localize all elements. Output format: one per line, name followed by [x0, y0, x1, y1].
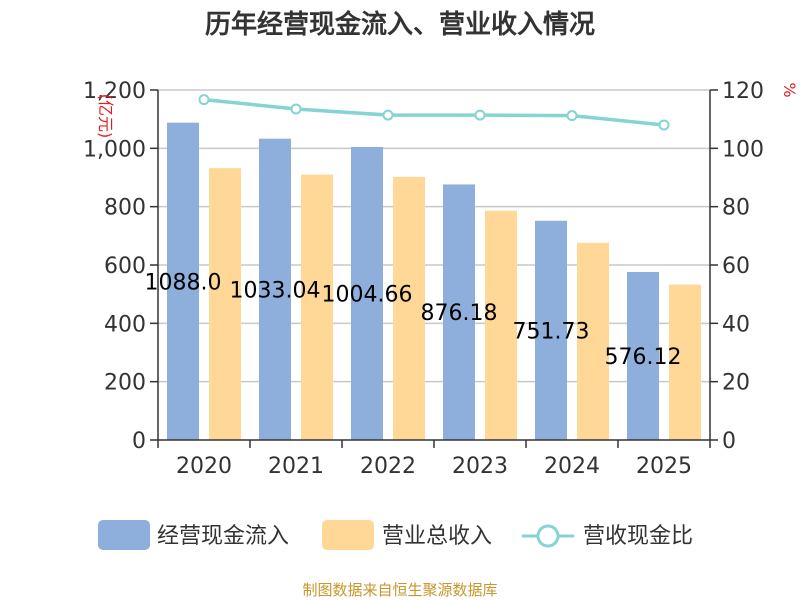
chart-title: 历年经营现金流入、营业收入情况 — [205, 9, 595, 40]
ratio-line — [198, 94, 670, 131]
bars — [167, 122, 701, 441]
x-tick-label: 2022 — [360, 454, 416, 479]
right-tick-label: 0 — [722, 429, 736, 454]
right-axis-unit: % — [780, 82, 799, 97]
ratio-point — [658, 119, 670, 131]
left-tick-label: 400 — [104, 312, 146, 337]
ratio-line-path — [203, 97, 665, 127]
left-tick-label: 0 — [132, 429, 146, 454]
legend-label-ratio: 营收现金比 — [583, 524, 693, 549]
bar-revenue — [485, 210, 517, 440]
right-tick-label: 120 — [722, 79, 764, 104]
ratio-point — [566, 110, 578, 122]
x-tick-label: 2021 — [268, 454, 324, 479]
bar-cash-inflow — [443, 184, 475, 440]
bar-revenue — [301, 174, 333, 441]
bar-revenue — [209, 168, 241, 440]
legend-swatch-cash-inflow — [98, 520, 150, 550]
data-label-cash-inflow: 1004.66 — [322, 282, 413, 307]
right-tick-label: 60 — [722, 254, 750, 279]
source-note: 制图数据来自恒生聚源数据库 — [302, 581, 497, 599]
data-label-cash-inflow: 576.12 — [605, 345, 682, 370]
gridlines — [158, 89, 710, 383]
x-tick-label: 2025 — [636, 454, 692, 479]
right-tick-label: 80 — [722, 196, 750, 221]
legend-label-cash-inflow: 经营现金流入 — [157, 524, 289, 549]
x-tick-label: 2023 — [452, 454, 508, 479]
left-axis-unit: (亿元) — [96, 94, 115, 139]
left-tick-label: 200 — [104, 371, 146, 396]
right-tick-label: 20 — [722, 371, 750, 396]
left-tick-label: 600 — [104, 254, 146, 279]
legend-marker-ratio — [536, 524, 560, 548]
axes: 0 200 400 600 800 1,000 1,200 0 20 40 60 80 100 120 20… — [83, 79, 764, 479]
bar-cash-inflow — [627, 271, 659, 440]
right-tick-label: 100 — [722, 137, 764, 162]
bar-cash-inflow — [259, 138, 291, 441]
data-labels: 1088.0 1033.04 1004.66 876.18 751.73 576.12 — [145, 270, 682, 370]
legend: 经营现金流入 营业总收入 营收现金比 — [98, 520, 693, 550]
left-tick-label: 1,200 — [83, 79, 146, 104]
x-tick-label: 2024 — [544, 454, 600, 479]
ratio-point — [382, 109, 394, 121]
right-tick-label: 40 — [722, 312, 750, 337]
bar-cash-inflow — [351, 146, 383, 440]
legend-swatch-revenue — [322, 520, 374, 550]
bar-cash-inflow — [167, 122, 199, 441]
data-label-cash-inflow: 1088.0 — [145, 270, 222, 295]
left-tick-label: 800 — [104, 196, 146, 221]
legend-label-revenue: 营业总收入 — [382, 524, 492, 549]
bar-revenue — [577, 242, 609, 440]
x-tick-label: 2020 — [176, 454, 232, 479]
data-label-cash-inflow: 876.18 — [421, 301, 498, 326]
data-label-cash-inflow: 1033.04 — [230, 278, 321, 303]
bar-cash-inflow — [535, 220, 567, 440]
ratio-point — [290, 103, 302, 115]
ratio-point — [474, 109, 486, 121]
left-tick-label: 1,000 — [83, 137, 146, 162]
data-label-cash-inflow: 751.73 — [513, 319, 590, 344]
bar-revenue — [669, 284, 701, 440]
ratio-point — [198, 94, 210, 106]
bar-revenue — [393, 176, 425, 440]
